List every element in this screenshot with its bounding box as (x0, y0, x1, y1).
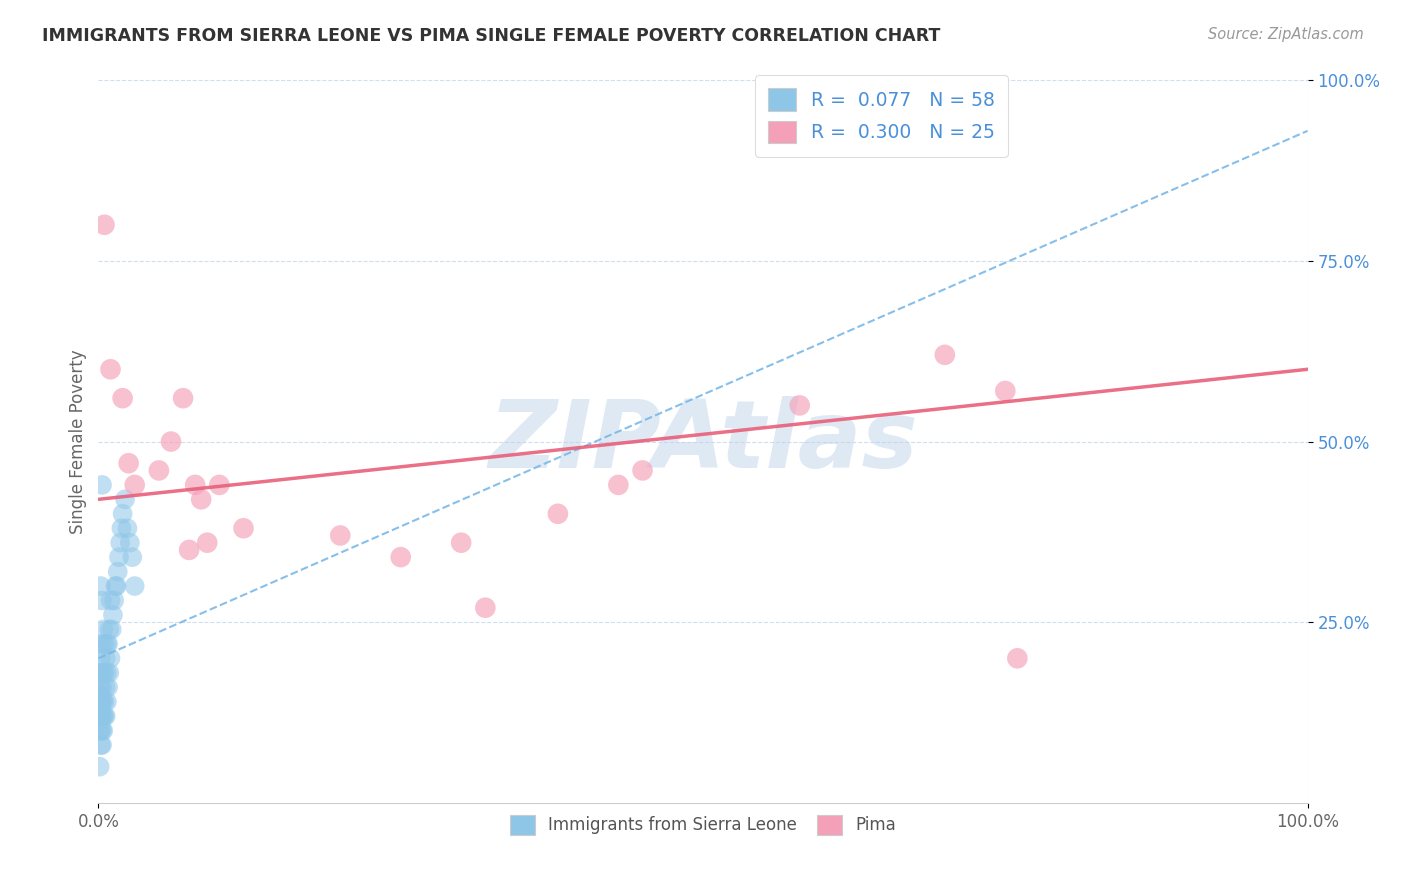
Point (91, 665, 114, 680)
Point (124, 478, 146, 492)
Point (89, 760, 111, 774)
Text: ZIPAtlas: ZIPAtlas (488, 395, 918, 488)
Point (91, 665, 114, 680)
Point (800, 105, 823, 120)
Point (90, 680, 112, 694)
Point (90, 695, 112, 709)
Point (232, 521, 254, 535)
Point (100, 651, 122, 665)
Point (117, 521, 139, 535)
Point (934, 348, 956, 362)
Point (474, 600, 496, 615)
Point (96, 695, 118, 709)
Point (90, 651, 112, 665)
Point (91, 709, 114, 723)
Point (124, 579, 146, 593)
Y-axis label: Single Female Poverty: Single Female Poverty (69, 350, 87, 533)
Point (90, 738, 112, 752)
Point (389, 550, 412, 565)
Point (94, 651, 117, 665)
Point (94, 680, 117, 694)
Point (148, 463, 170, 477)
Point (90, 665, 112, 680)
Point (160, 434, 183, 449)
Point (94, 709, 117, 723)
Point (90, 709, 112, 723)
Point (91, 695, 114, 709)
Point (93, 218, 115, 232)
Point (190, 492, 212, 507)
Point (100, 362, 122, 376)
Legend: Immigrants from Sierra Leone, Pima: Immigrants from Sierra Leone, Pima (501, 805, 905, 845)
Point (631, 463, 654, 477)
Point (110, 521, 132, 535)
Point (91, 723, 114, 738)
Point (118, 535, 141, 549)
Point (607, 478, 630, 492)
Point (91, 680, 114, 694)
Point (93, 695, 115, 709)
Point (91, 478, 114, 492)
Point (108, 550, 131, 565)
Point (547, 507, 569, 521)
Point (172, 391, 194, 405)
Point (97, 680, 120, 694)
Point (329, 528, 352, 542)
Point (104, 579, 127, 593)
Point (91, 593, 114, 607)
Point (111, 507, 134, 521)
Point (91, 637, 114, 651)
Point (91, 709, 114, 723)
Point (111, 391, 134, 405)
Point (195, 535, 218, 549)
Text: Source: ZipAtlas.com: Source: ZipAtlas.com (1208, 27, 1364, 42)
Point (89, 687, 111, 701)
Point (105, 579, 128, 593)
Point (450, 535, 472, 549)
Point (98, 623, 121, 637)
Point (97, 637, 120, 651)
Point (90, 579, 112, 593)
Point (1007, 651, 1029, 665)
Point (93, 637, 115, 651)
Point (89, 723, 111, 738)
Point (96, 665, 118, 680)
Point (91, 695, 114, 709)
Point (789, 398, 811, 412)
Point (100, 593, 122, 607)
Point (91, 623, 114, 637)
Point (89, 709, 111, 723)
Point (100, 623, 122, 637)
Point (179, 542, 201, 557)
Point (184, 478, 207, 492)
Point (121, 550, 143, 565)
Point (101, 607, 124, 622)
Point (118, 456, 141, 470)
Point (91, 723, 114, 738)
Point (98, 665, 121, 680)
Text: IMMIGRANTS FROM SIERRA LEONE VS PIMA SINGLE FEMALE POVERTY CORRELATION CHART: IMMIGRANTS FROM SIERRA LEONE VS PIMA SIN… (42, 27, 941, 45)
Point (114, 492, 136, 507)
Point (994, 384, 1017, 398)
Point (93, 709, 115, 723)
Point (96, 637, 118, 651)
Point (93, 665, 115, 680)
Point (108, 535, 131, 549)
Point (103, 593, 125, 607)
Point (90, 723, 112, 738)
Point (91, 738, 114, 752)
Point (208, 478, 231, 492)
Point (107, 565, 129, 579)
